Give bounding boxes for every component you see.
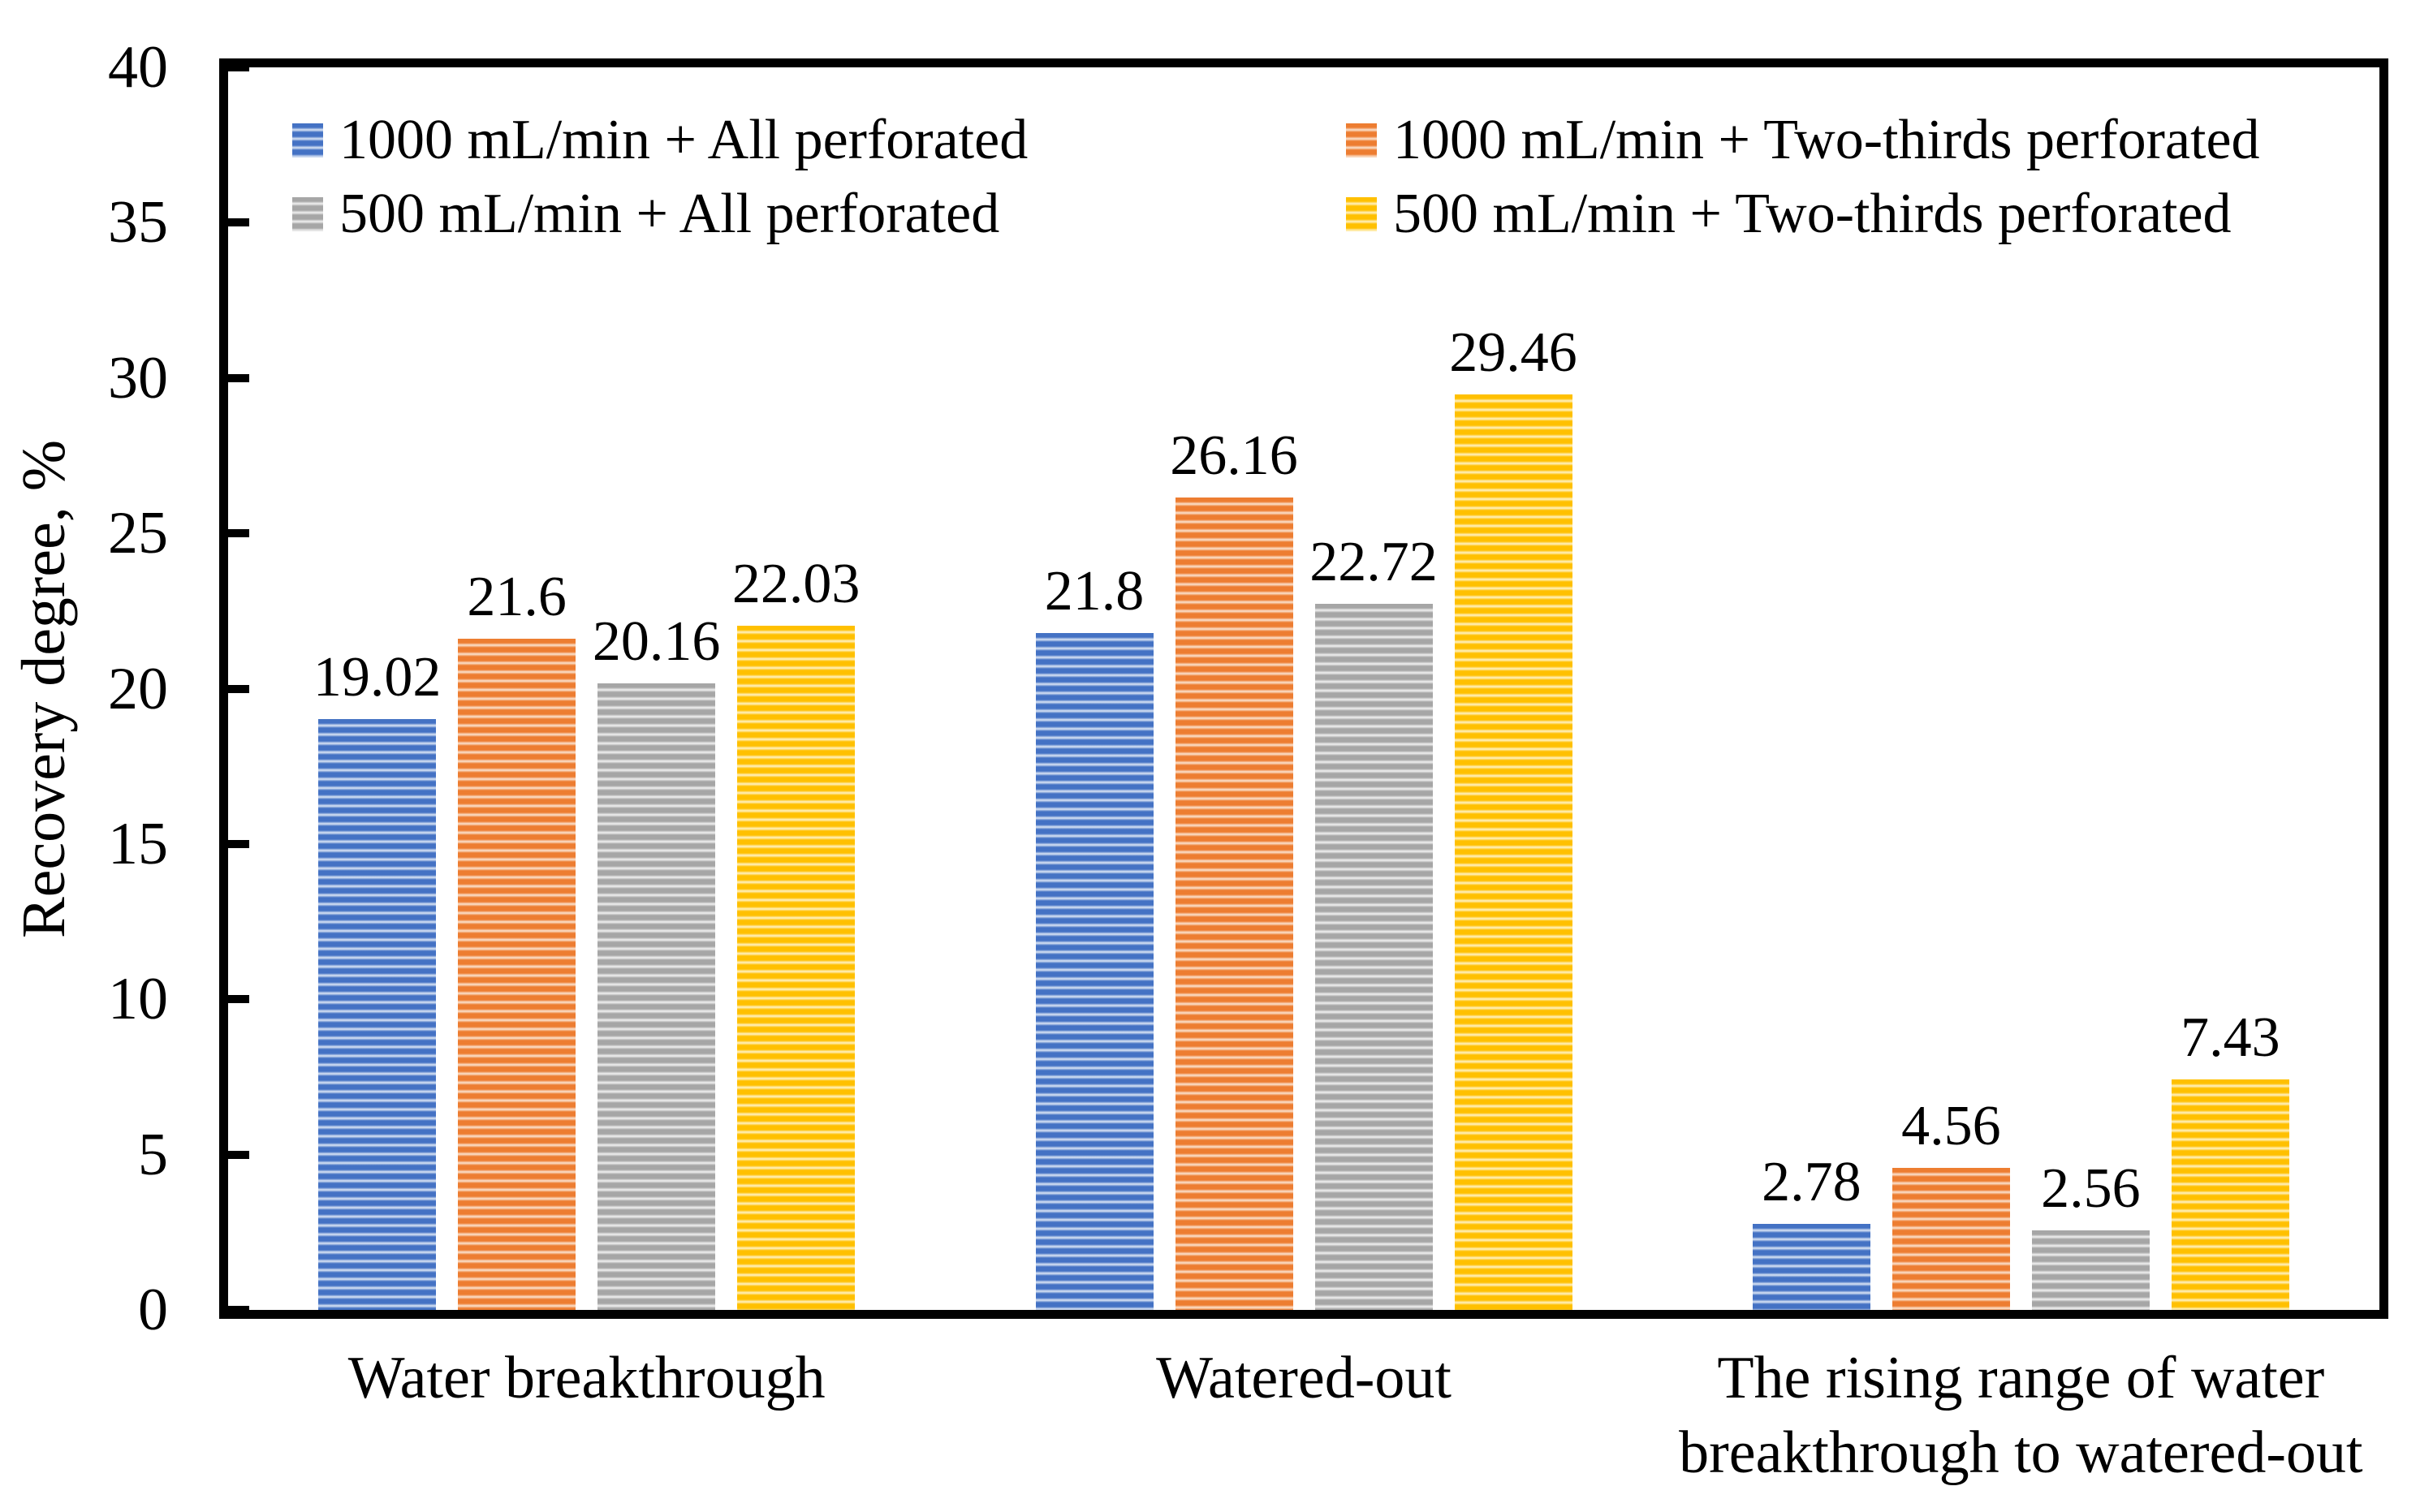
legend-swatch — [292, 123, 323, 157]
legend-item: 1000 mL/min + All perforated — [292, 111, 1028, 170]
bar — [318, 719, 437, 1310]
bar — [1454, 394, 1572, 1310]
legend-label: 1000 mL/min + All perforated — [339, 109, 1029, 171]
bar — [1314, 604, 1433, 1310]
bar-value-label: 7.43 — [2181, 1006, 2280, 1069]
y-tick-label: 25 — [108, 500, 168, 567]
bar — [458, 639, 576, 1310]
y-tick-label: 10 — [108, 966, 168, 1033]
y-tick-label: 5 — [138, 1121, 168, 1188]
plot-area: 19.02 21.8 2.78 21.6 26.16 4.56 20.16 22.72 2.56… — [219, 58, 2388, 1319]
x-category-label: The rising range of water breakthrough t… — [1679, 1345, 2363, 1486]
bar — [737, 625, 856, 1310]
y-tick-mark — [228, 373, 249, 382]
y-tick-label: 20 — [108, 655, 168, 722]
y-tick-label: 40 — [108, 34, 168, 101]
legend-swatch — [292, 197, 323, 231]
legend-item: 500 mL/min + All perforated — [292, 185, 999, 243]
bar-value-label: 2.78 — [1762, 1150, 1861, 1213]
y-axis: 0 5 10 15 20 25 30 35 40 — [0, 0, 168, 1512]
bar — [1752, 1223, 1870, 1310]
bar-value-label: 2.56 — [2041, 1157, 2141, 1221]
legend-label: 500 mL/min + Two-thirds perforated — [1393, 183, 2232, 245]
bar-value-label: 19.02 — [313, 646, 442, 709]
y-tick-label: 35 — [108, 189, 168, 256]
legend-item: 500 mL/min + Two-thirds perforated — [1346, 185, 2232, 243]
y-tick-mark — [228, 63, 249, 71]
bar-value-label: 26.16 — [1170, 424, 1298, 487]
legend-item: 1000 mL/min + Two-thirds perforated — [1346, 111, 2260, 170]
legend-swatch — [1346, 197, 1377, 231]
bar — [1175, 497, 1293, 1310]
bar-value-label: 29.46 — [1449, 321, 1577, 385]
bar-value-label: 22.72 — [1309, 531, 1438, 594]
y-tick-mark — [228, 995, 249, 1004]
bar — [2171, 1079, 2289, 1310]
y-tick-mark — [228, 684, 249, 693]
bar-value-label: 21.6 — [467, 566, 567, 629]
bar — [2031, 1230, 2150, 1310]
x-category-label: Watered-out — [1156, 1345, 1452, 1411]
y-tick-label: 15 — [108, 810, 168, 877]
y-tick-mark — [228, 1306, 249, 1314]
legend-swatch — [1346, 123, 1377, 157]
bar-value-label: 22.03 — [731, 552, 861, 615]
bar — [1892, 1168, 2010, 1310]
bar-value-label: 4.56 — [1901, 1095, 2001, 1158]
y-tick-label: 30 — [108, 344, 168, 411]
bar — [1035, 632, 1154, 1310]
legend-label: 500 mL/min + All perforated — [339, 183, 1000, 245]
y-tick-mark — [228, 839, 249, 848]
y-tick-mark — [228, 529, 249, 538]
y-tick-mark — [228, 1150, 249, 1159]
legend-label: 1000 mL/min + Two-thirds perforated — [1393, 109, 2260, 171]
y-tick-label: 0 — [138, 1277, 168, 1343]
bar — [597, 683, 716, 1310]
bar-value-label: 21.8 — [1044, 559, 1145, 622]
x-category-label: Water breakthrough — [347, 1345, 826, 1411]
bar-value-label: 20.16 — [592, 610, 721, 674]
y-tick-mark — [228, 218, 249, 227]
